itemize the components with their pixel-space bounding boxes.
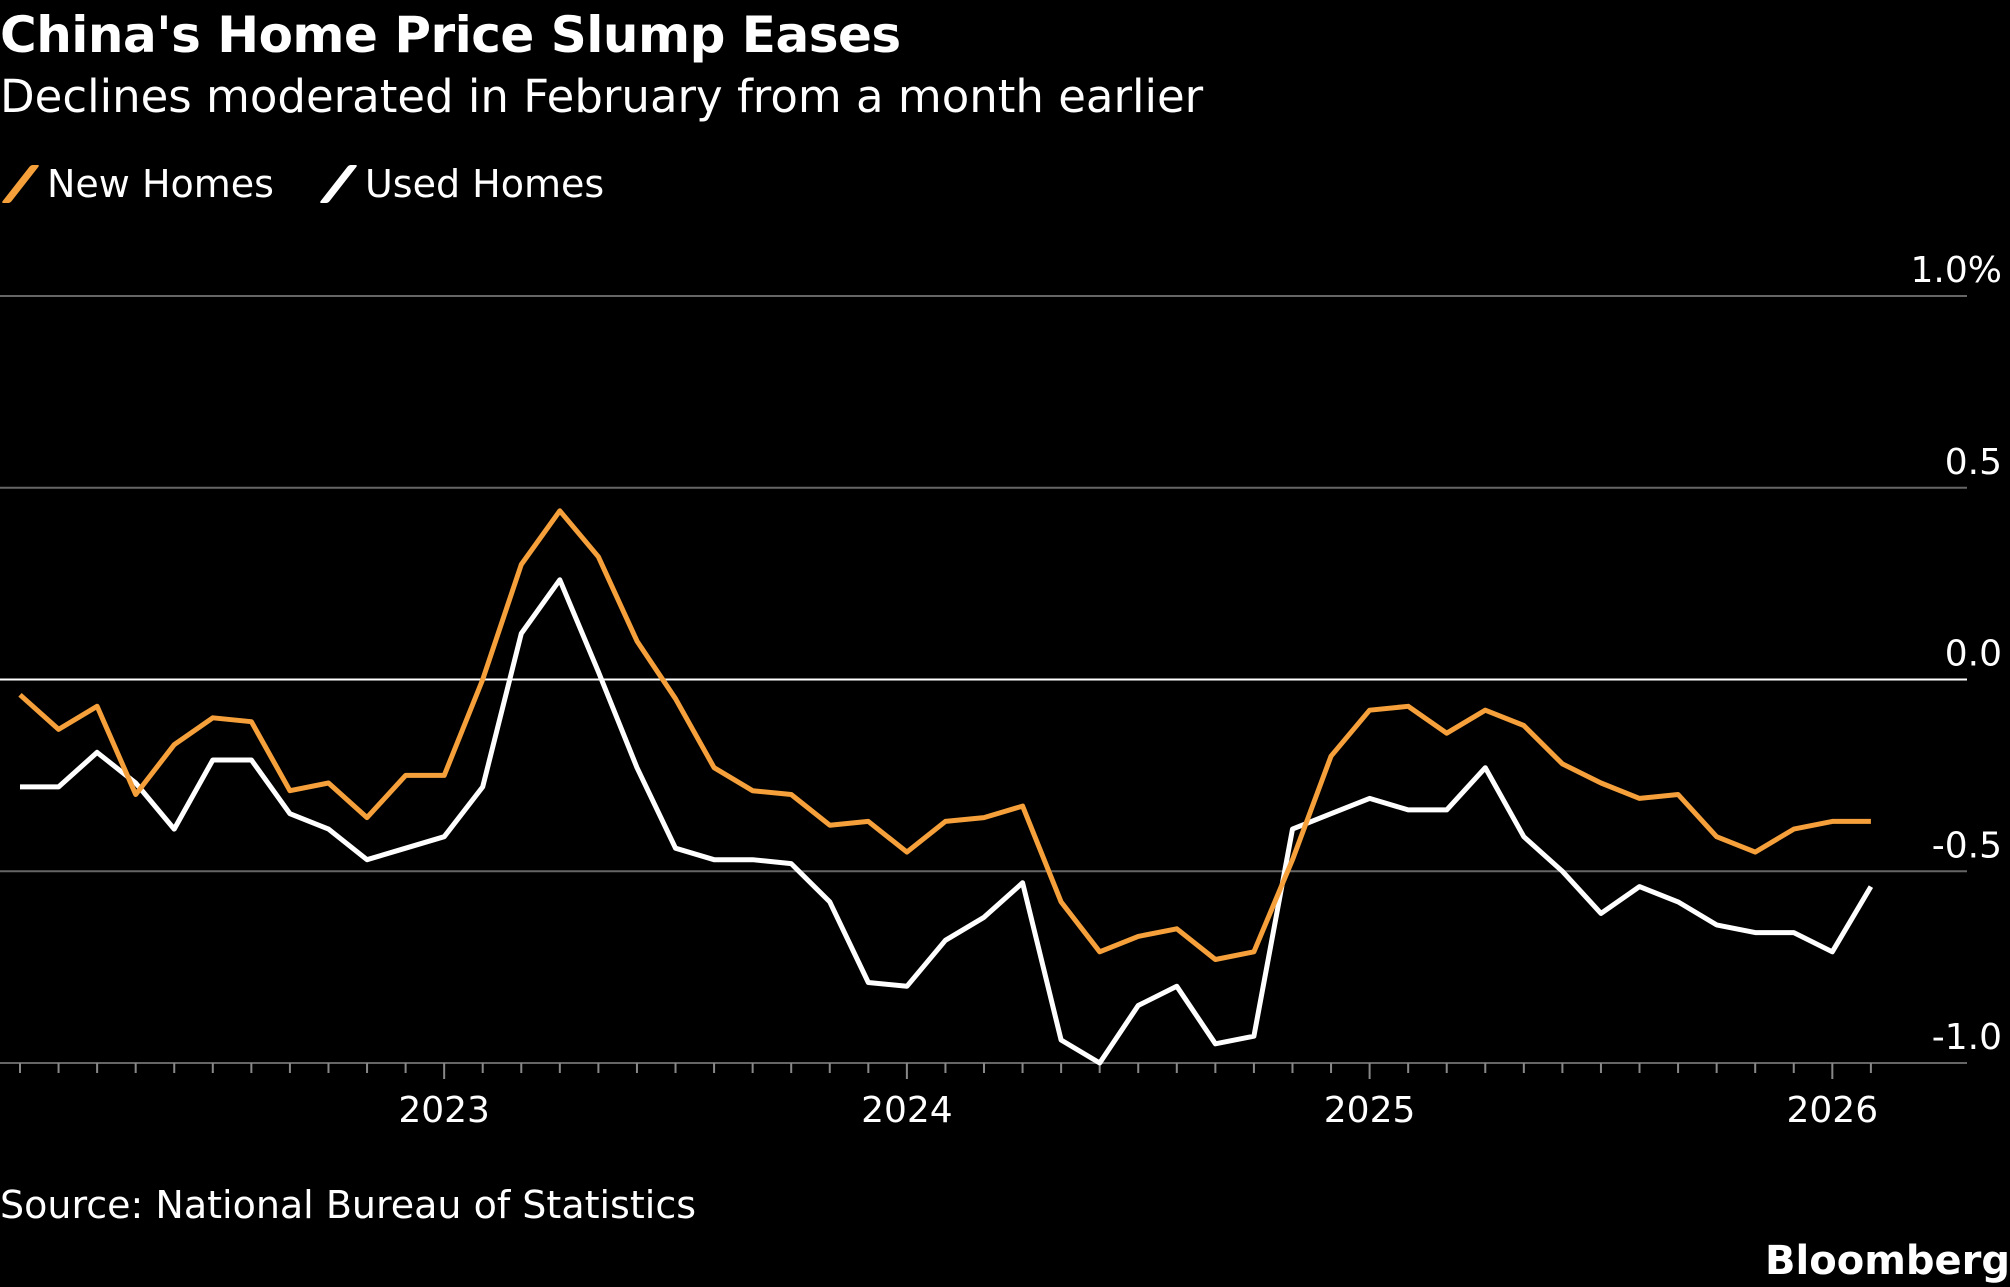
x-tick-label: 2024 xyxy=(861,1090,953,1131)
x-tick-label: 2023 xyxy=(398,1090,490,1131)
legend: New Homes Used Homes xyxy=(0,162,648,206)
y-tick-label: 0.5 xyxy=(1945,442,2002,483)
chart-subtitle: Declines moderated in February from a mo… xyxy=(0,70,1204,123)
source-note: Source: National Bureau of Statistics xyxy=(0,1183,697,1227)
y-tick-label: 0.0 xyxy=(1945,634,2002,675)
legend-item-new-homes: New Homes xyxy=(0,162,274,206)
x-tick-label: 2026 xyxy=(1787,1090,1879,1131)
series-line-used-homes xyxy=(20,577,1874,1066)
bloomberg-logo: Bloomberg xyxy=(1765,1238,2010,1284)
legend-label: New Homes xyxy=(47,162,274,206)
chart-title: China's Home Price Slump Eases xyxy=(0,6,901,64)
y-tick-label: 1.0% xyxy=(1911,250,2002,291)
legend-label: Used Homes xyxy=(364,162,605,206)
y-tick-label: -0.5 xyxy=(1932,825,2002,866)
x-tick-label: 2025 xyxy=(1324,1090,1416,1131)
legend-item-used-homes: Used Homes xyxy=(318,162,604,206)
series-line-new-homes xyxy=(18,508,1871,962)
y-tick-label: -1.0 xyxy=(1932,1017,2002,1058)
